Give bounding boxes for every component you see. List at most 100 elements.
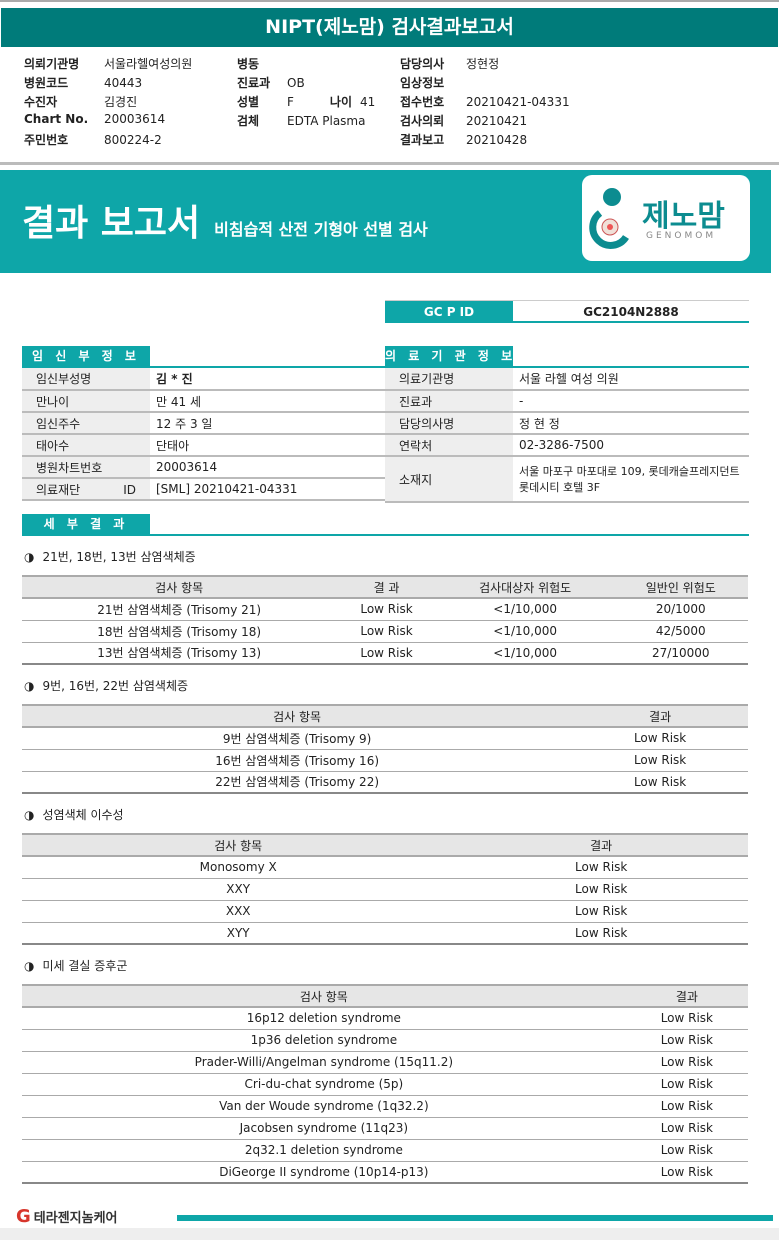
table-cell: Monosomy X <box>22 856 455 879</box>
field-label: 임신주수 <box>22 412 150 435</box>
header-value: 정현정 <box>466 57 500 71</box>
table-cell: 16번 삼염색체증 (Trisomy 16) <box>22 749 573 772</box>
table-cell: 13번 삼염색체증 (Trisomy 13) <box>22 642 337 665</box>
header-row: 병동 <box>237 55 389 74</box>
column-header: 결과 <box>454 833 748 857</box>
table-cell: 22번 삼염색체증 (Trisomy 22) <box>22 771 573 794</box>
header-value: 41 <box>360 95 376 109</box>
footer-bar <box>177 1215 773 1221</box>
table-cell: Low Risk <box>625 1139 748 1162</box>
field-value: - <box>513 390 749 413</box>
table-cell: Low Risk <box>454 922 748 945</box>
header-row: 검사의뢰 20210421 <box>400 112 584 131</box>
field-value: 20003614 <box>150 456 385 479</box>
logo-subtext: GENOMOM <box>646 231 717 241</box>
banner-title: 결과 보고서 <box>22 203 201 244</box>
pregnant-row: 병원차트번호 20003614 <box>22 456 385 479</box>
header-value: OB <box>287 76 305 90</box>
pregnant-row: 만나이 만 41 세 <box>22 390 385 413</box>
section-heading: ◑ 21번, 18번, 13번 삼염색체증 <box>24 548 196 565</box>
header-label: 의뢰기관명 <box>24 57 80 71</box>
header-column: 병동 진료과 OB 성별 F 나이 41 검체 EDTA Plasma <box>237 55 389 131</box>
banner: 결과 보고서 비침습적 산전 기형아 선별 검사 제노맘 GENOMOM <box>0 170 771 273</box>
table-cell: Low Risk <box>625 1051 748 1074</box>
table-header: 검사 항목 결과 <box>22 704 748 728</box>
table-cell: 1p36 deletion syndrome <box>22 1029 626 1052</box>
table-row: 2q32.1 deletion syndrome Low Risk <box>22 1139 748 1162</box>
field-value: 12 주 3 일 <box>150 412 385 435</box>
section-title: 9번, 16번, 22번 삼염색체증 <box>42 679 189 693</box>
field-value: [SML] 20210421-04331 <box>150 478 385 501</box>
table-cell: DiGeorge II syndrome (10p14-p13) <box>22 1161 626 1184</box>
column-header: 검사대상자 위험도 <box>436 575 614 599</box>
field-label: 연락처 <box>385 434 513 457</box>
header-label: 나이 <box>329 95 352 109</box>
table-row: XXX Low Risk <box>22 900 748 923</box>
section-title: 21번, 18번, 13번 삼염색체증 <box>42 550 196 564</box>
field-label: 만나이 <box>22 390 150 413</box>
results-table: 검사 항목 결과 16p12 deletion syndrome Low Risk 1p… <box>22 984 748 1184</box>
table-row: Cri-du-chat syndrome (5p) Low Risk <box>22 1073 748 1096</box>
table-row: DiGeorge II syndrome (10p14-p13) Low Risk <box>22 1161 748 1184</box>
table-cell: Low Risk <box>454 856 748 879</box>
table-cell: Jacobsen syndrome (11q23) <box>22 1117 626 1140</box>
table-cell: Low Risk <box>625 1029 748 1052</box>
header-value: 20210428 <box>466 133 528 147</box>
table-cell: <1/10,000 <box>436 598 614 621</box>
table-cell: 42/5000 <box>613 620 748 643</box>
institution-row: 소재지 서울 마포구 마포대로 109, 롯데캐슬프레지던트 롯데시티 호텔 3F <box>385 456 749 503</box>
column-header: 결과 <box>625 984 748 1008</box>
banner-heading: 결과 보고서 비침습적 산전 기형아 선별 검사 <box>22 194 428 246</box>
header-label: 임상정보 <box>400 76 445 90</box>
footer-strip <box>0 1228 779 1240</box>
column-header: 검사 항목 <box>22 984 626 1008</box>
header-row: 담당의사 정현정 <box>400 55 584 74</box>
header-label: 성별 <box>237 95 260 109</box>
table-cell: XXY <box>22 878 455 901</box>
table-cell: Low Risk <box>625 1073 748 1096</box>
header-label: 담당의사 <box>400 57 445 71</box>
institution-row: 담당의사명 정 현 정 <box>385 412 749 435</box>
banner-subtitle: 비침습적 산전 기형아 선별 검사 <box>214 220 428 239</box>
table-cell: Low Risk <box>625 1161 748 1184</box>
table-row: 1p36 deletion syndrome Low Risk <box>22 1029 748 1052</box>
table-header: 검사 항목 결과 <box>22 984 748 1008</box>
field-value: 서울 라헬 여성 의원 <box>513 368 749 391</box>
institution-row: 의료기관명 서울 라헬 여성 의원 <box>385 368 749 391</box>
table-cell: Low Risk <box>336 598 437 621</box>
header-label: 검체 <box>237 114 260 128</box>
divider <box>22 534 749 536</box>
field-value: 서울 마포구 마포대로 109, 롯데캐슬프레지던트 롯데시티 호텔 3F <box>513 456 749 503</box>
pregnant-row: 임신부성명 김 * 진 <box>22 368 385 391</box>
field-value: 만 41 세 <box>150 390 385 413</box>
column-header: 검사 항목 <box>22 833 455 857</box>
column-header: 결 과 <box>336 575 437 599</box>
pregnant-row: 의료재단 ID [SML] 20210421-04331 <box>22 478 385 501</box>
institution-row: 진료과 - <box>385 390 749 413</box>
table-cell: Van der Woude syndrome (1q32.2) <box>22 1095 626 1118</box>
table-row: 18번 삼염색체증 (Trisomy 18) Low Risk <1/10,000 4… <box>22 620 748 643</box>
institution-row: 연락처 02-3286-7500 <box>385 434 749 457</box>
table-cell: <1/10,000 <box>436 642 614 665</box>
details-title: 세 부 결 과 <box>22 514 150 534</box>
header-value: F <box>287 95 294 109</box>
header-row: 주민번호 800224-2 <box>24 131 206 150</box>
table-cell: 27/10000 <box>613 642 748 665</box>
table-cell: Prader-Willi/Angelman syndrome (15q11.2) <box>22 1051 626 1074</box>
header-value: 서울라헬여성의원 <box>104 57 193 71</box>
header-label: 검사의뢰 <box>400 114 445 128</box>
table-row: Jacobsen syndrome (11q23) Low Risk <box>22 1117 748 1140</box>
pregnant-row: 태아수 단태아 <box>22 434 385 457</box>
header-row: 진료과 OB <box>237 74 389 93</box>
table-row: Van der Woude syndrome (1q32.2) Low Risk <box>22 1095 748 1118</box>
institution-info-table: 의료기관명 서울 라헬 여성 의원 진료과 - 담당의사명 정 현 정 연락처 02-3286… <box>385 368 749 503</box>
header-row: 결과보고 20210428 <box>400 131 584 150</box>
header-value: 800224-2 <box>104 133 162 147</box>
table-cell: Low Risk <box>625 1117 748 1140</box>
header-label: 병원코드 <box>24 76 69 90</box>
field-value: 정 현 정 <box>513 412 749 435</box>
table-row: XYY Low Risk <box>22 922 748 945</box>
divider <box>385 366 749 368</box>
header-value: 김경진 <box>104 95 138 109</box>
section-title: 성염색체 이수성 <box>42 808 124 822</box>
